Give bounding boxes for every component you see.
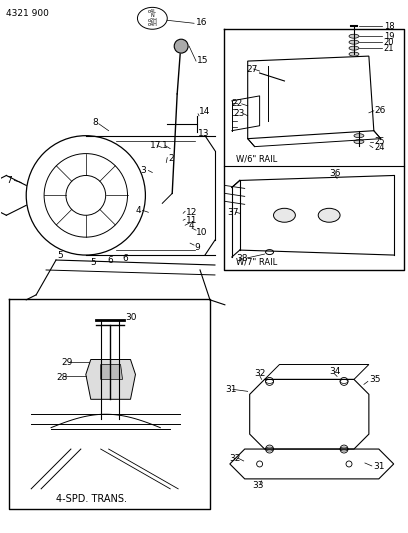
Text: 27: 27 bbox=[247, 64, 258, 74]
Text: 5: 5 bbox=[57, 251, 63, 260]
Ellipse shape bbox=[137, 7, 167, 29]
Text: 4321 900: 4321 900 bbox=[7, 9, 49, 18]
Text: 32: 32 bbox=[229, 455, 240, 464]
Text: o2H: o2H bbox=[147, 18, 157, 23]
Text: 23: 23 bbox=[234, 109, 245, 118]
Text: 38: 38 bbox=[237, 254, 248, 263]
Text: 35: 35 bbox=[369, 375, 380, 384]
Text: 4: 4 bbox=[188, 221, 194, 230]
Text: 20: 20 bbox=[384, 38, 394, 47]
Text: 12: 12 bbox=[186, 208, 197, 217]
Ellipse shape bbox=[349, 52, 359, 56]
Text: 37: 37 bbox=[227, 208, 238, 217]
Ellipse shape bbox=[349, 46, 359, 50]
Text: 32: 32 bbox=[255, 369, 266, 378]
Text: N: N bbox=[151, 13, 154, 18]
Text: 28: 28 bbox=[56, 373, 67, 382]
Text: 18: 18 bbox=[384, 22, 395, 31]
Text: o4H: o4H bbox=[147, 22, 157, 27]
Text: 26: 26 bbox=[375, 106, 386, 115]
Text: 1: 1 bbox=[162, 141, 168, 150]
Text: 8: 8 bbox=[93, 118, 98, 127]
Text: 19: 19 bbox=[384, 31, 394, 41]
Text: 24: 24 bbox=[375, 143, 385, 152]
Text: 15: 15 bbox=[197, 55, 208, 64]
Text: 17: 17 bbox=[151, 141, 162, 150]
Text: 29: 29 bbox=[61, 358, 72, 367]
Text: 31: 31 bbox=[225, 385, 236, 394]
Text: 36: 36 bbox=[329, 169, 341, 178]
Text: W/6" RAIL: W/6" RAIL bbox=[236, 154, 277, 163]
Text: 33: 33 bbox=[253, 481, 264, 490]
Ellipse shape bbox=[354, 134, 364, 138]
Text: 21: 21 bbox=[384, 44, 394, 53]
Polygon shape bbox=[101, 365, 122, 379]
Text: 4-SPD. TRANS.: 4-SPD. TRANS. bbox=[56, 494, 127, 504]
Circle shape bbox=[174, 39, 188, 53]
Text: 3: 3 bbox=[140, 166, 146, 175]
Text: 4: 4 bbox=[135, 206, 141, 215]
Text: W/7" RAIL: W/7" RAIL bbox=[236, 257, 277, 266]
Text: o4L: o4L bbox=[148, 9, 157, 14]
Ellipse shape bbox=[354, 140, 364, 144]
Text: 9: 9 bbox=[194, 243, 200, 252]
Ellipse shape bbox=[273, 208, 295, 222]
Text: 2: 2 bbox=[168, 154, 174, 163]
Text: 25: 25 bbox=[375, 137, 385, 146]
Text: 7: 7 bbox=[7, 176, 12, 185]
Ellipse shape bbox=[318, 208, 340, 222]
Polygon shape bbox=[86, 360, 135, 399]
Text: 14: 14 bbox=[199, 107, 211, 116]
Text: 10: 10 bbox=[196, 228, 208, 237]
Text: 6: 6 bbox=[122, 254, 128, 263]
Text: 13: 13 bbox=[198, 129, 210, 138]
Text: 31: 31 bbox=[373, 463, 384, 472]
Text: 11: 11 bbox=[186, 216, 197, 225]
Text: 34: 34 bbox=[329, 367, 341, 376]
Text: 16: 16 bbox=[196, 18, 208, 27]
Text: 6: 6 bbox=[108, 255, 113, 264]
Ellipse shape bbox=[349, 40, 359, 44]
Text: 5: 5 bbox=[91, 257, 97, 266]
Text: 30: 30 bbox=[126, 313, 137, 322]
Text: 22: 22 bbox=[232, 99, 243, 108]
Ellipse shape bbox=[349, 34, 359, 38]
